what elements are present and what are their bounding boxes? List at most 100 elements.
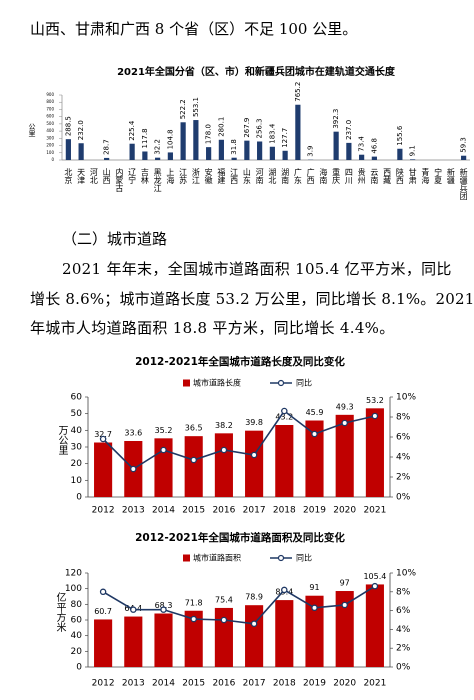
data-label: 36.5 <box>185 424 203 433</box>
x-tick-label: 云南 <box>370 168 379 184</box>
data-label: 32.7 <box>94 430 112 439</box>
bar <box>346 142 352 160</box>
x-tick-label: 2018 <box>273 506 296 516</box>
line-point <box>160 606 167 613</box>
data-label: 49.3 <box>336 402 354 411</box>
bar <box>282 150 288 160</box>
line-series <box>102 409 376 471</box>
bar <box>305 420 324 497</box>
line-point <box>311 430 318 438</box>
x-tick-label: 四川 <box>344 168 353 184</box>
x-tick-label: 上海 <box>166 168 175 185</box>
x-tick-label: 2014 <box>152 506 175 516</box>
data-label: 45.9 <box>306 408 324 417</box>
y-tick-label: 20 <box>71 647 83 657</box>
x-tick-label: 吉林 <box>140 168 149 185</box>
bar <box>257 141 263 160</box>
y-tick-label: 20 <box>71 459 83 469</box>
x-tick-label: 2020 <box>333 679 356 689</box>
data-label: 237.0 <box>345 120 353 140</box>
data-label: 553.1 <box>192 97 200 117</box>
x-tick-label: 福建 <box>217 168 226 185</box>
bar <box>305 595 324 667</box>
y2-tick-label: 0% <box>396 663 411 673</box>
x-tick-label: 黑龙江 <box>153 168 162 193</box>
line-point <box>130 606 137 613</box>
x-tick-label: 2015 <box>182 506 205 516</box>
data-label: 31.8 <box>230 139 238 155</box>
bar <box>269 146 275 160</box>
y-tick-label: 900 <box>46 92 54 97</box>
x-tick-label: 安徽 <box>204 167 213 185</box>
line-point <box>250 620 258 628</box>
x-tick-label: 广东 <box>293 167 302 184</box>
bar <box>359 154 365 160</box>
y-axis-label: 公里 <box>28 123 36 137</box>
data-label: 75.4 <box>215 595 233 604</box>
x-tick-label: 新疆兵团 <box>459 167 468 201</box>
data-label: 104.8 <box>166 129 174 149</box>
bar <box>206 147 212 160</box>
data-label: 78.9 <box>245 593 263 602</box>
bar <box>124 616 143 667</box>
data-label: 3.9 <box>307 146 315 157</box>
y-tick-label: 200 <box>46 143 54 148</box>
line-point <box>220 446 228 454</box>
data-label: 73.4 <box>358 136 366 152</box>
y-tick-label: 0 <box>76 493 82 503</box>
y-tick-label: 60 <box>71 616 83 626</box>
bar <box>461 155 467 160</box>
bar <box>94 442 113 497</box>
bar <box>245 430 264 497</box>
x-tick-label: 山西 <box>102 167 111 185</box>
data-label: 267.9 <box>243 118 251 138</box>
y2-tick-label: 0% <box>396 493 411 503</box>
bar <box>365 408 384 497</box>
x-tick-label: 宁夏 <box>434 167 443 184</box>
y-tick-label: 0 <box>51 157 54 162</box>
x-tick-label: 2021 <box>363 679 386 689</box>
data-label: 53.2 <box>366 396 384 405</box>
data-label: 288.5 <box>64 116 72 136</box>
bar <box>218 139 224 160</box>
y-tick-label: 40 <box>71 631 83 641</box>
x-tick-label: 陕西 <box>395 167 404 185</box>
y2-tick-label: 2% <box>396 644 411 654</box>
x-tick-label: 贵州 <box>357 167 366 184</box>
y-tick-label: 800 <box>46 99 54 104</box>
y-tick-label: 700 <box>46 106 54 111</box>
x-tick-label: 2015 <box>182 679 205 689</box>
bar <box>154 613 173 667</box>
data-label: 765.2 <box>294 82 302 102</box>
line-series <box>102 585 376 625</box>
x-tick-label: 2012 <box>92 506 115 516</box>
y-tick-label: 80 <box>71 600 83 610</box>
line-point <box>99 435 107 443</box>
x-tick-label: 天津 <box>77 168 86 185</box>
data-label: 117.8 <box>141 128 149 148</box>
line-point <box>190 615 197 623</box>
x-tick-label: 2020 <box>333 506 356 516</box>
y-axis-label: 万公里 <box>56 425 68 455</box>
line-point <box>99 588 107 596</box>
bar <box>275 425 294 497</box>
data-label: 71.8 <box>185 598 203 607</box>
data-label: 43.2 <box>275 413 293 422</box>
x-tick-label: 2021 <box>363 506 386 516</box>
bar <box>167 152 173 160</box>
x-tick-label: 西藏 <box>383 168 392 185</box>
line-point <box>341 601 348 609</box>
x-tick-label: 北京 <box>64 168 73 185</box>
bar <box>371 156 377 160</box>
bar <box>193 120 199 160</box>
x-tick-label: 内蒙古 <box>115 167 124 193</box>
x-tick-label: 辽宁 <box>128 168 137 184</box>
y-tick-label: 300 <box>46 135 54 140</box>
x-tick-label: 2019 <box>303 679 326 689</box>
data-label: 35.2 <box>155 426 173 435</box>
legend-swatch <box>277 554 285 562</box>
y-tick-label: 60 <box>71 393 83 403</box>
bar <box>295 104 301 160</box>
data-label: 127.7 <box>281 128 289 148</box>
